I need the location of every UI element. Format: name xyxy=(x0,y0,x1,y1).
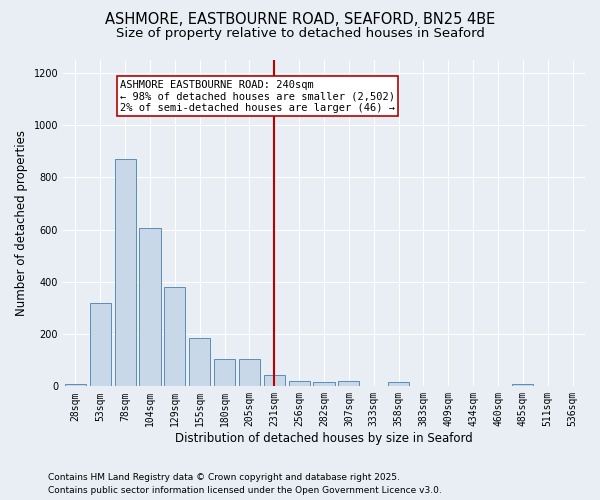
Text: Size of property relative to detached houses in Seaford: Size of property relative to detached ho… xyxy=(116,28,484,40)
Bar xyxy=(189,338,211,386)
Bar xyxy=(239,359,260,386)
Text: ASHMORE, EASTBOURNE ROAD, SEAFORD, BN25 4BE: ASHMORE, EASTBOURNE ROAD, SEAFORD, BN25 … xyxy=(105,12,495,28)
X-axis label: Distribution of detached houses by size in Seaford: Distribution of detached houses by size … xyxy=(175,432,473,445)
Y-axis label: Number of detached properties: Number of detached properties xyxy=(15,130,28,316)
Bar xyxy=(90,303,111,386)
Bar xyxy=(313,382,335,386)
Bar xyxy=(338,381,359,386)
Bar xyxy=(512,384,533,386)
Text: Contains HM Land Registry data © Crown copyright and database right 2025.: Contains HM Land Registry data © Crown c… xyxy=(48,472,400,482)
Bar xyxy=(388,382,409,386)
Bar xyxy=(264,374,285,386)
Bar xyxy=(289,381,310,386)
Text: Contains public sector information licensed under the Open Government Licence v3: Contains public sector information licen… xyxy=(48,486,442,495)
Bar xyxy=(214,359,235,386)
Bar xyxy=(139,228,161,386)
Bar xyxy=(65,384,86,386)
Text: ASHMORE EASTBOURNE ROAD: 240sqm
← 98% of detached houses are smaller (2,502)
2% : ASHMORE EASTBOURNE ROAD: 240sqm ← 98% of… xyxy=(120,80,395,113)
Bar xyxy=(164,287,185,386)
Bar xyxy=(115,159,136,386)
